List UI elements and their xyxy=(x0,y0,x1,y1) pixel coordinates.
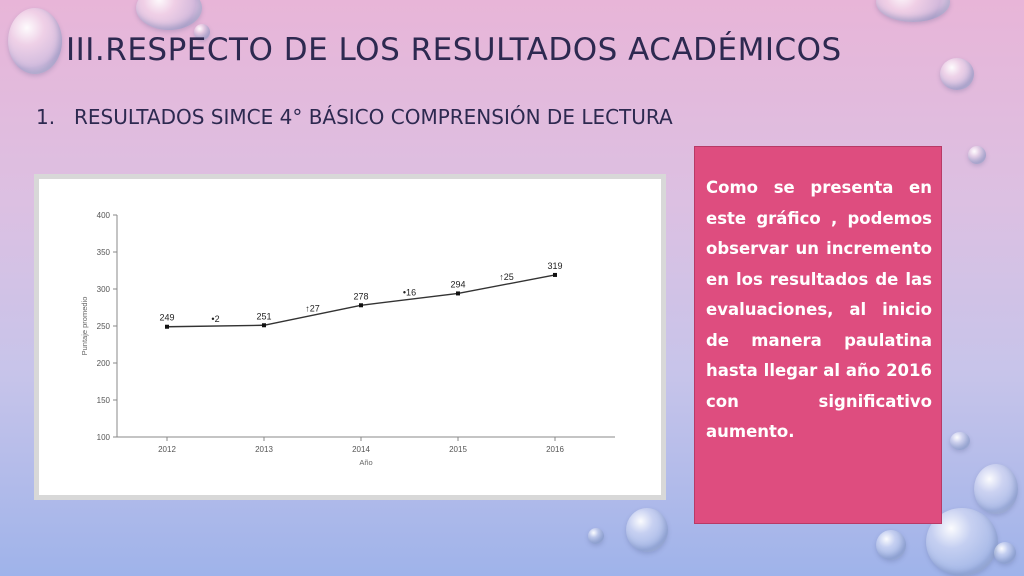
line-chart: 100 150 200 250 300 350 400 2012 2013 2014 2015 201… xyxy=(80,211,615,467)
x-tick-label: 2012 xyxy=(158,445,176,454)
data-label: 319 xyxy=(547,261,562,271)
chart-panel: 100 150 200 250 300 350 400 2012 2013 2014 2015 201… xyxy=(39,179,661,495)
y-tick-label: 400 xyxy=(97,211,111,220)
data-point xyxy=(262,323,266,328)
bubble-decoration xyxy=(876,0,950,22)
bubble-decoration xyxy=(588,528,604,544)
y-tick-label: 200 xyxy=(97,359,111,368)
data-point xyxy=(553,272,557,277)
y-tick-label: 150 xyxy=(97,396,111,405)
bubble-decoration xyxy=(950,432,970,450)
x-tick-label: 2016 xyxy=(546,445,564,454)
subtitle-number: 1. xyxy=(36,105,56,129)
data-point xyxy=(359,303,363,308)
bubble-decoration xyxy=(994,542,1016,564)
note-box: Como se presenta en este gráfico , podem… xyxy=(694,146,942,524)
bubble-decoration xyxy=(136,0,202,30)
y-tick-label: 100 xyxy=(97,433,111,442)
y-tick-label: 350 xyxy=(97,248,111,257)
change-annotation: ↑27 xyxy=(305,303,320,313)
bubble-decoration xyxy=(876,530,906,560)
x-axis-label: Año xyxy=(359,458,372,467)
data-label: 249 xyxy=(159,313,174,323)
y-axis-label: Puntaje promedio xyxy=(80,297,89,356)
bubble-decoration xyxy=(974,464,1018,514)
change-annotation: ↑25 xyxy=(499,272,514,282)
subtitle-text: RESULTADOS SIMCE 4° BÁSICO COMPRENSIÓN D… xyxy=(74,105,673,129)
bubble-decoration xyxy=(8,8,62,74)
x-tick-label: 2013 xyxy=(255,445,273,454)
data-label: 251 xyxy=(256,311,271,321)
data-point xyxy=(456,291,460,296)
note-text: Como se presenta en este gráfico , podem… xyxy=(706,178,932,441)
y-tick-label: 250 xyxy=(97,322,111,331)
y-tick-label: 300 xyxy=(97,285,111,294)
slide-title: III.RESPECTO DE LOS RESULTADOS ACADÉMICO… xyxy=(66,32,842,68)
slide-subtitle: 1. RESULTADOS SIMCE 4° BÁSICO COMPRENSIÓN… xyxy=(36,105,673,129)
bubble-decoration xyxy=(194,24,210,40)
x-tick-label: 2015 xyxy=(449,445,467,454)
change-annotation: •16 xyxy=(403,287,416,297)
bubble-decoration xyxy=(940,58,974,90)
change-annotation: •2 xyxy=(211,314,219,324)
bubble-decoration xyxy=(968,146,986,164)
x-tick-label: 2014 xyxy=(352,445,370,454)
chart-frame: 100 150 200 250 300 350 400 2012 2013 2014 2015 201… xyxy=(34,174,666,500)
bubble-decoration xyxy=(626,508,668,552)
data-label: 278 xyxy=(353,291,368,301)
data-point xyxy=(165,324,169,329)
data-label: 294 xyxy=(450,279,465,289)
